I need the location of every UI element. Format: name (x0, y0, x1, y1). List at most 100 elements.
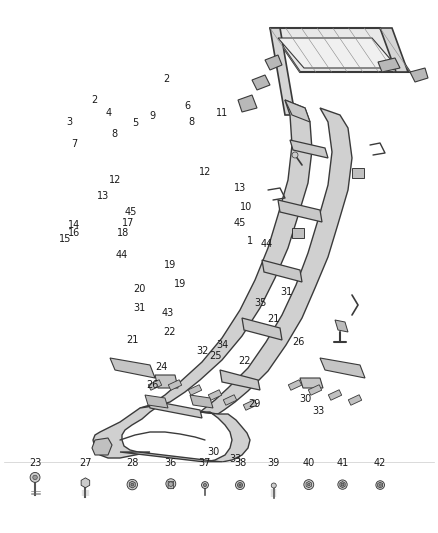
Polygon shape (378, 482, 383, 488)
Text: 39: 39 (268, 458, 280, 468)
Text: 10: 10 (240, 202, 252, 212)
Text: 14: 14 (67, 220, 80, 230)
Polygon shape (145, 395, 168, 408)
Polygon shape (380, 28, 408, 72)
Polygon shape (168, 379, 182, 390)
Polygon shape (252, 75, 270, 90)
Text: 13: 13 (97, 191, 109, 201)
Circle shape (236, 481, 244, 489)
Text: 30: 30 (208, 447, 220, 457)
Text: 37: 37 (199, 458, 211, 468)
Polygon shape (140, 100, 312, 408)
Text: 13: 13 (234, 183, 246, 192)
Circle shape (379, 484, 381, 486)
FancyBboxPatch shape (168, 481, 173, 489)
Polygon shape (223, 395, 237, 405)
Polygon shape (238, 95, 257, 112)
Circle shape (201, 482, 208, 488)
Text: 20: 20 (133, 284, 145, 294)
Text: 40: 40 (303, 458, 315, 468)
Text: 43: 43 (161, 309, 173, 318)
Text: 45: 45 (234, 218, 246, 228)
Text: 11: 11 (216, 108, 229, 118)
Text: 3: 3 (66, 117, 72, 126)
Polygon shape (340, 481, 345, 488)
Circle shape (292, 152, 298, 158)
Circle shape (131, 483, 134, 486)
Text: 30: 30 (300, 394, 312, 403)
Circle shape (166, 479, 176, 489)
Polygon shape (93, 405, 160, 458)
Polygon shape (308, 385, 321, 395)
Text: 36: 36 (165, 458, 177, 468)
Circle shape (338, 480, 347, 489)
Polygon shape (155, 375, 178, 388)
Polygon shape (148, 400, 202, 418)
Text: 15: 15 (59, 234, 71, 244)
Text: 18: 18 (117, 229, 130, 238)
Circle shape (304, 480, 314, 489)
Text: 22: 22 (238, 357, 251, 366)
Text: 41: 41 (336, 458, 349, 468)
Text: 5: 5 (132, 118, 138, 127)
Text: 19: 19 (174, 279, 187, 288)
Circle shape (33, 475, 37, 480)
Polygon shape (410, 68, 428, 82)
Polygon shape (243, 400, 257, 410)
Text: 33: 33 (313, 407, 325, 416)
Polygon shape (278, 38, 398, 68)
Polygon shape (290, 140, 328, 158)
Text: 24: 24 (155, 362, 167, 372)
Text: 31: 31 (281, 287, 293, 297)
Polygon shape (352, 168, 364, 178)
Polygon shape (242, 318, 282, 340)
Polygon shape (120, 452, 222, 462)
Polygon shape (129, 481, 135, 488)
Circle shape (341, 483, 344, 486)
Text: 4: 4 (106, 108, 112, 118)
Text: 33: 33 (230, 455, 242, 464)
Polygon shape (320, 358, 365, 378)
Text: 1: 1 (247, 236, 253, 246)
Polygon shape (200, 108, 352, 414)
Polygon shape (278, 200, 322, 222)
Circle shape (271, 483, 276, 488)
Polygon shape (348, 395, 362, 405)
Polygon shape (200, 412, 250, 462)
Polygon shape (292, 228, 304, 238)
Text: 44: 44 (116, 250, 128, 260)
Polygon shape (220, 370, 260, 390)
Text: 38: 38 (234, 458, 246, 468)
Polygon shape (300, 378, 323, 388)
Text: 21: 21 (268, 314, 280, 324)
Circle shape (30, 472, 40, 482)
Text: 6: 6 (184, 101, 191, 110)
Circle shape (127, 479, 138, 490)
Text: 12: 12 (199, 167, 211, 176)
Text: 2: 2 (163, 74, 170, 84)
Polygon shape (306, 481, 311, 488)
Text: 31: 31 (133, 303, 145, 313)
Circle shape (307, 483, 310, 486)
Polygon shape (288, 379, 302, 390)
Polygon shape (270, 28, 295, 115)
Text: 16: 16 (68, 229, 81, 238)
Text: 25: 25 (209, 351, 222, 361)
Text: 44: 44 (260, 239, 272, 249)
Polygon shape (378, 58, 400, 72)
Text: 12: 12 (109, 175, 121, 185)
Circle shape (376, 481, 385, 489)
Polygon shape (262, 260, 302, 282)
Text: 26: 26 (293, 337, 305, 347)
Text: 21: 21 (126, 335, 138, 345)
Text: 34: 34 (216, 341, 229, 350)
Polygon shape (285, 100, 310, 122)
Polygon shape (110, 358, 155, 378)
Polygon shape (208, 390, 222, 400)
Text: 28: 28 (126, 458, 138, 468)
Text: 26: 26 (146, 380, 159, 390)
Text: 2: 2 (91, 95, 97, 105)
Polygon shape (328, 390, 342, 400)
Circle shape (237, 482, 243, 488)
Polygon shape (148, 379, 162, 390)
